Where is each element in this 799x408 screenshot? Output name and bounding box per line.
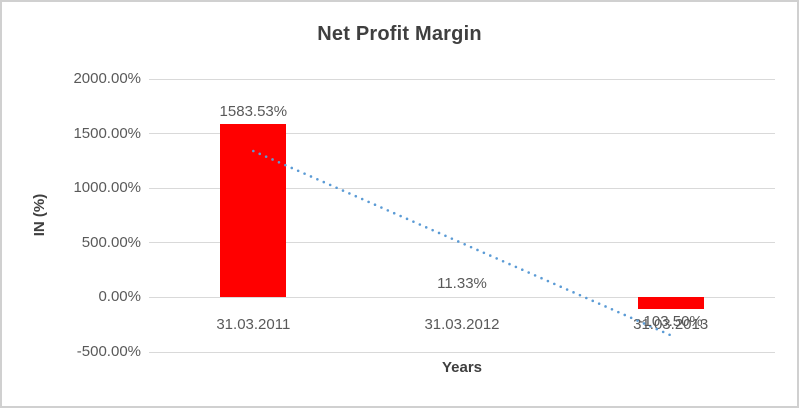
bar-31.03.2011[interactable] — [220, 124, 287, 298]
gridline — [149, 78, 775, 80]
y-axis-tick-label: 0.00% — [98, 288, 141, 306]
x-axis-tick-label: 31.03.2011 — [216, 316, 291, 334]
y-axis-tick-label: 1500.00% — [73, 124, 141, 142]
data-label: 1583.53% — [219, 103, 288, 121]
gridline — [149, 296, 775, 298]
y-axis-tick-label: 2000.00% — [73, 70, 141, 87]
x-axis-tick-label: 31.03.2012 — [424, 316, 500, 334]
data-label: 11.33% — [437, 275, 487, 293]
gridline — [149, 133, 775, 135]
gridline — [149, 242, 775, 244]
bar-31.03.2013[interactable] — [637, 297, 704, 309]
y-axis-tick-label: -500.00% — [76, 343, 141, 360]
x-axis-tick-label: 31.03.2013 — [633, 316, 709, 334]
trendline[interactable] — [252, 149, 672, 337]
data-label: -103.50% — [638, 312, 703, 330]
y-axis-tick-label: 1000.00% — [73, 179, 141, 197]
y-axis-tick-label: 500.00% — [81, 233, 141, 251]
gridline — [149, 351, 775, 353]
x-axis-title[interactable]: Years — [441, 359, 483, 376]
gridline — [149, 187, 775, 189]
chart-title[interactable]: Net Profit Margin — [317, 23, 482, 45]
